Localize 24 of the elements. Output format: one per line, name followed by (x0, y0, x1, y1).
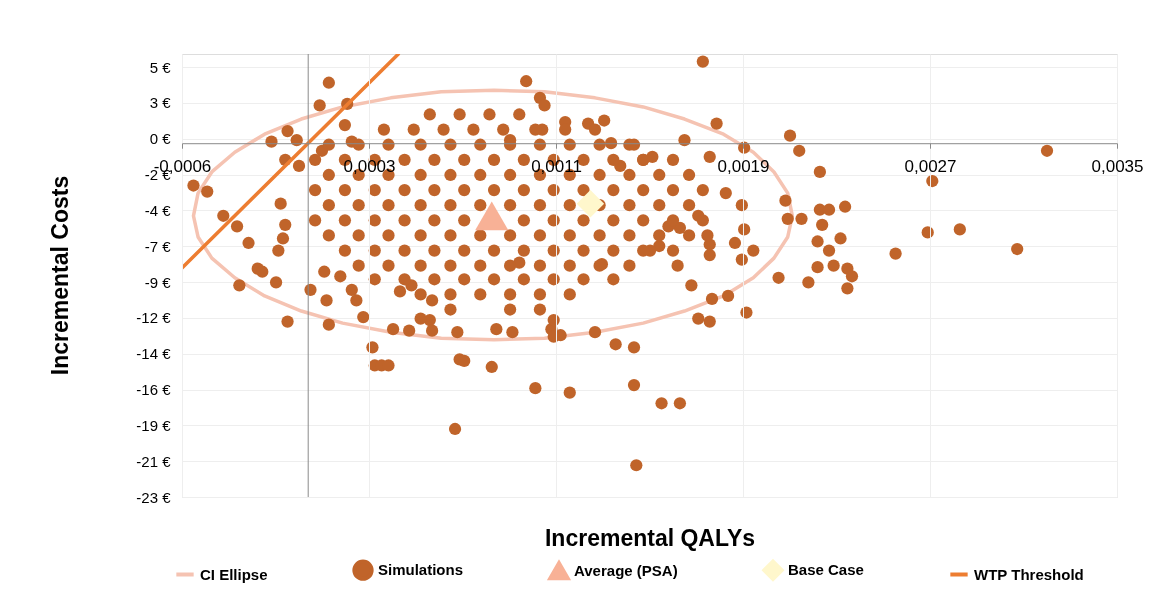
y-tick-label: -12 € (136, 309, 172, 327)
x-tick-label: 0,0011 (531, 156, 582, 176)
x-tick-label: 0,0027 (904, 156, 957, 176)
y-tick-label: 5 € (149, 58, 172, 76)
y-tick-label: -19 € (136, 416, 172, 434)
x-axis-title: Incremental QALYs (544, 524, 756, 551)
y-tick-label: -9 € (144, 273, 172, 291)
y-tick-label: 3 € (149, 94, 172, 112)
y-tick-label: -16 € (136, 381, 172, 398)
legend-label: WTP Threshold (974, 565, 1084, 583)
x-tick-label: 0,0003 (343, 156, 396, 176)
y-tick-label: -4 € (144, 201, 172, 219)
x-tick-label: 0,0019 (717, 156, 770, 176)
y-tick-label: -14 € (136, 345, 172, 363)
y-tick-label: -21 € (136, 452, 172, 470)
y-tick-label: -7 € (144, 237, 172, 255)
legend-label: Base Case (788, 561, 864, 579)
legend-label: CI Ellipse (200, 565, 268, 583)
legend-label: Simulations (378, 561, 464, 579)
x-tick-label: 0,0035 (1091, 156, 1144, 176)
y-tick-label: 0 € (149, 130, 172, 148)
y-tick-label: -23 € (136, 488, 172, 506)
y-axis-title: Incremental Costs (46, 175, 73, 376)
legend-label: Average (PSA) (574, 561, 678, 579)
